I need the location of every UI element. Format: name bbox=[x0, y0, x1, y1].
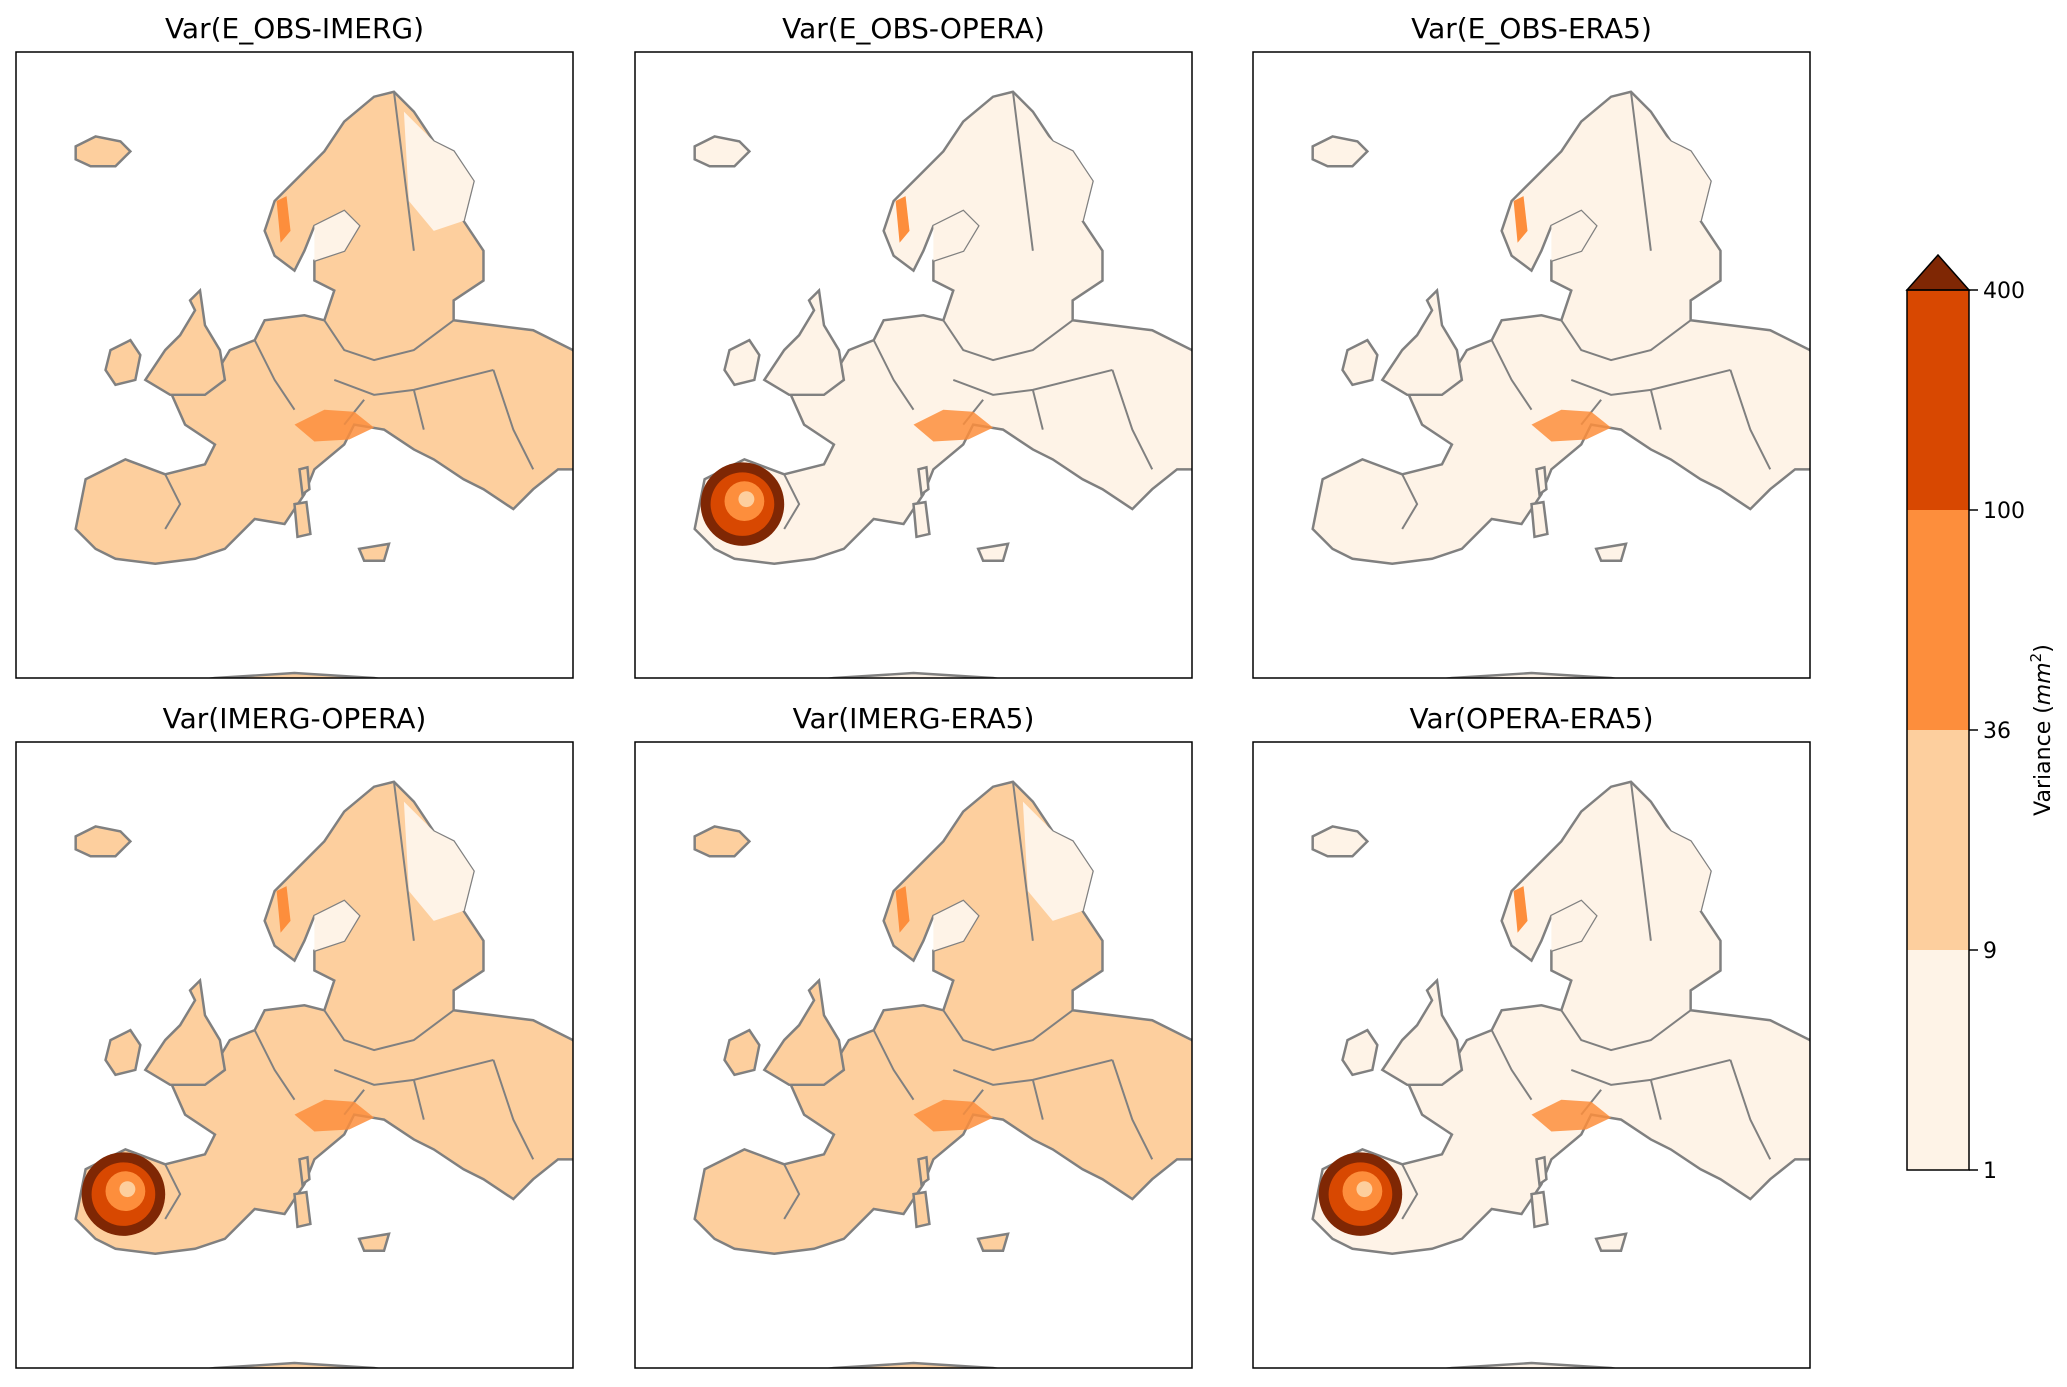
colorbar-label: Variance (mm2) bbox=[2027, 644, 2056, 816]
panel-frame bbox=[634, 741, 1193, 1369]
panel-title: Var(IMERG-OPERA) bbox=[163, 702, 427, 735]
map-geography bbox=[74, 90, 573, 678]
panel-frame bbox=[1252, 51, 1811, 679]
map-panel-1: Var(E_OBS-IMERG) bbox=[15, 12, 574, 679]
colorbar-tick-label: 9 bbox=[1983, 939, 1997, 964]
panel-frame bbox=[1252, 741, 1811, 1369]
map-geography bbox=[693, 780, 1192, 1368]
norway-coast-high-variance bbox=[895, 196, 910, 243]
colorbar-band bbox=[1907, 510, 1969, 730]
colorbar-band bbox=[1907, 950, 1969, 1170]
map-panel-5: Var(IMERG-ERA5) bbox=[634, 702, 1193, 1369]
panel-frame bbox=[634, 51, 1193, 679]
colorbar-extend-arrow bbox=[1905, 253, 1971, 291]
spain-radar-hotspot bbox=[1318, 1152, 1403, 1236]
colorbar-tick-label: 36 bbox=[1983, 719, 2011, 744]
colorbar-tick-label: 1 bbox=[1983, 1159, 1997, 1184]
alps-high-variance bbox=[294, 1099, 375, 1132]
panel-frame bbox=[15, 51, 574, 679]
norway-coast-high-variance bbox=[276, 196, 291, 243]
colorbar-band bbox=[1907, 730, 1969, 950]
map-geography bbox=[1311, 780, 1810, 1368]
map-geography bbox=[74, 780, 573, 1368]
alps-high-variance bbox=[913, 409, 994, 442]
low-variance-region bbox=[314, 801, 474, 951]
norway-coast-high-variance bbox=[276, 886, 291, 933]
panel-title: Var(E_OBS-IMERG) bbox=[165, 12, 424, 45]
colorbar-tick-label: 100 bbox=[1983, 499, 2025, 524]
map-panel-4: Var(IMERG-OPERA) bbox=[15, 702, 574, 1369]
map-panel-3: Var(E_OBS-ERA5) bbox=[1252, 12, 1811, 679]
map-geography bbox=[1311, 90, 1810, 678]
alps-high-variance bbox=[913, 1099, 994, 1132]
spain-radar-hotspot bbox=[700, 462, 785, 546]
colorbar-tick-label: 400 bbox=[1983, 279, 2025, 304]
low-variance-region bbox=[314, 111, 474, 261]
map-panel-2: Var(E_OBS-OPERA) bbox=[634, 12, 1193, 679]
norway-coast-high-variance bbox=[1513, 196, 1528, 243]
panel-frame bbox=[15, 741, 574, 1369]
norway-coast-high-variance bbox=[895, 886, 910, 933]
spain-radar-hotspot bbox=[81, 1152, 166, 1236]
low-variance-region bbox=[1551, 111, 1711, 261]
colorbar-band bbox=[1907, 290, 1969, 510]
panel-title: Var(E_OBS-OPERA) bbox=[782, 12, 1045, 45]
panel-title: Var(E_OBS-ERA5) bbox=[1411, 12, 1652, 45]
low-variance-region bbox=[1551, 801, 1711, 951]
alps-high-variance bbox=[294, 409, 375, 442]
low-variance-region bbox=[933, 801, 1093, 951]
alps-high-variance bbox=[1531, 409, 1612, 442]
low-variance-region bbox=[933, 111, 1093, 261]
norway-coast-high-variance bbox=[1513, 886, 1528, 933]
map-geography bbox=[693, 90, 1192, 678]
colorbar: 1 9 36 100 400 Variance (mm2) bbox=[1905, 253, 2056, 1184]
panel-title: Var(IMERG-ERA5) bbox=[793, 702, 1035, 735]
panel-title: Var(OPERA-ERA5) bbox=[1409, 702, 1653, 735]
alps-high-variance bbox=[1531, 1099, 1612, 1132]
map-panel-6: Var(OPERA-ERA5) bbox=[1252, 702, 1811, 1369]
